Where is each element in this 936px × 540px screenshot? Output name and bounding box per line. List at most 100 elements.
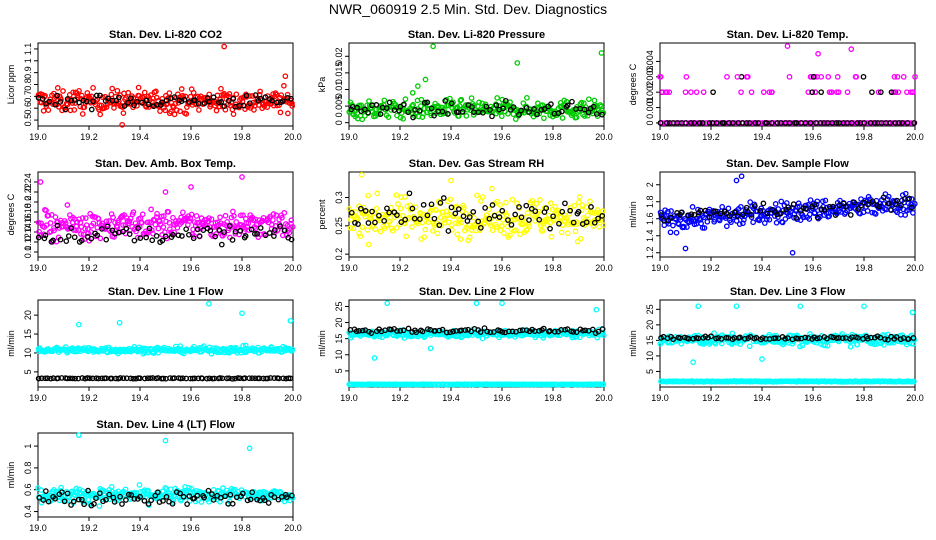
data-point bbox=[262, 94, 269, 100]
data-point bbox=[526, 223, 533, 230]
outlier-point bbox=[848, 46, 855, 52]
data-point bbox=[120, 375, 127, 382]
data-point bbox=[240, 212, 246, 219]
data-point bbox=[88, 235, 95, 242]
data-point bbox=[911, 200, 918, 207]
data-point bbox=[824, 342, 831, 349]
data-point bbox=[539, 228, 546, 235]
data-point bbox=[665, 208, 671, 215]
data-point bbox=[168, 95, 174, 101]
data-point bbox=[819, 198, 826, 205]
data-point bbox=[362, 208, 369, 214]
data-point bbox=[752, 120, 759, 126]
panel-title: Stan. Dev. Li-820 CO2 bbox=[109, 29, 222, 41]
data-point bbox=[446, 95, 453, 102]
data-point bbox=[170, 231, 176, 238]
data-point bbox=[177, 375, 184, 382]
data-point bbox=[487, 222, 494, 229]
data-point bbox=[372, 219, 378, 226]
data-point bbox=[536, 216, 543, 223]
data-point bbox=[581, 106, 588, 113]
x-tick-label: 19.0 bbox=[29, 132, 47, 142]
data-point bbox=[97, 92, 103, 99]
data-point bbox=[157, 108, 163, 115]
y-tick-label: 1.6 bbox=[645, 212, 655, 225]
data-point bbox=[139, 211, 146, 218]
data-point bbox=[513, 227, 519, 234]
data-point bbox=[538, 107, 545, 113]
x-tick-label: 20.0 bbox=[595, 132, 613, 142]
data-point bbox=[439, 326, 446, 333]
data-point bbox=[75, 227, 82, 233]
data-point bbox=[145, 501, 152, 507]
data-point bbox=[210, 94, 217, 101]
data-point bbox=[160, 224, 167, 230]
data-point bbox=[400, 115, 407, 122]
data-point bbox=[766, 216, 773, 223]
panel-title: Stan. Dev. Line 1 Flow bbox=[108, 286, 224, 298]
data-point bbox=[141, 375, 148, 382]
data-point bbox=[281, 227, 288, 234]
data-point bbox=[814, 335, 820, 342]
data-point bbox=[284, 91, 291, 98]
data-point bbox=[213, 100, 220, 107]
data-point bbox=[201, 100, 208, 107]
data-point bbox=[183, 226, 189, 233]
data-point bbox=[428, 105, 435, 112]
data-point bbox=[224, 375, 230, 382]
data-point bbox=[725, 205, 732, 212]
data-point bbox=[265, 500, 272, 506]
data-point bbox=[38, 375, 45, 382]
data-point bbox=[135, 84, 142, 91]
data-point bbox=[799, 342, 806, 349]
data-point bbox=[693, 89, 700, 96]
y-tick-label: 0.25 bbox=[334, 217, 344, 235]
data-point bbox=[108, 483, 115, 490]
data-point bbox=[785, 213, 792, 220]
data-point bbox=[683, 73, 690, 80]
data-point bbox=[155, 375, 161, 381]
data-point bbox=[80, 97, 87, 104]
data-point bbox=[398, 219, 405, 225]
y-tick-label: 0.003 bbox=[645, 66, 655, 89]
data-point bbox=[35, 219, 42, 226]
outlier-point bbox=[206, 300, 212, 307]
data-point bbox=[364, 227, 371, 233]
outlier-point bbox=[409, 89, 416, 96]
data-point bbox=[493, 102, 500, 109]
x-tick-label: 19.6 bbox=[493, 132, 511, 142]
data-point bbox=[179, 375, 186, 382]
data-point bbox=[909, 89, 916, 96]
data-point bbox=[64, 490, 71, 497]
data-point bbox=[239, 490, 246, 497]
data-point bbox=[35, 234, 42, 241]
data-point bbox=[180, 493, 187, 500]
y-axis-label: ml/min bbox=[628, 330, 638, 357]
data-point bbox=[152, 221, 159, 228]
data-point bbox=[448, 204, 455, 211]
data-point bbox=[386, 209, 393, 216]
data-point bbox=[696, 120, 703, 126]
data-point bbox=[43, 207, 49, 214]
data-point bbox=[385, 114, 392, 120]
x-tick-label: 19.0 bbox=[340, 263, 358, 273]
data-point bbox=[230, 208, 236, 215]
data-point bbox=[658, 212, 665, 218]
data-point bbox=[593, 111, 600, 117]
outlier-point bbox=[598, 50, 605, 56]
data-point bbox=[509, 196, 516, 203]
data-point bbox=[437, 199, 444, 206]
data-point bbox=[173, 489, 180, 495]
data-point bbox=[708, 333, 714, 340]
data-point bbox=[409, 224, 415, 230]
data-point bbox=[588, 204, 594, 210]
data-point bbox=[279, 214, 285, 221]
data-point bbox=[562, 200, 568, 207]
y-tick-label: 0.4 bbox=[23, 505, 33, 518]
data-point bbox=[817, 120, 824, 126]
data-point bbox=[217, 375, 223, 381]
data-point bbox=[65, 225, 72, 231]
x-tick-label: 19.2 bbox=[391, 263, 409, 273]
data-point bbox=[148, 206, 154, 213]
data-point bbox=[597, 381, 604, 388]
